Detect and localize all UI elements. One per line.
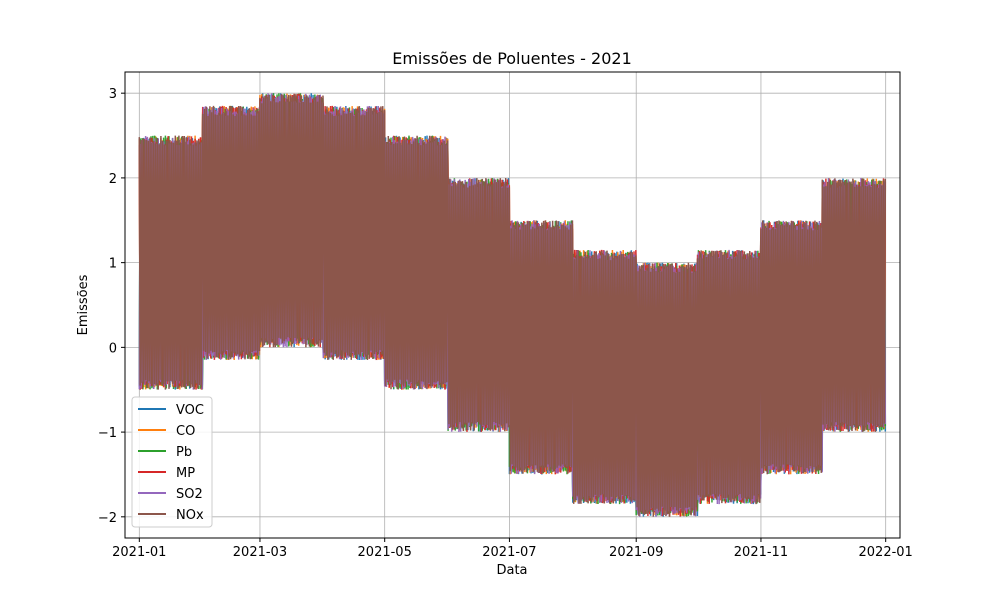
legend-label-co: CO xyxy=(176,424,195,439)
legend-label-mp: MP xyxy=(176,466,195,481)
y-tick-label: −2 xyxy=(98,511,117,526)
series-layer xyxy=(138,93,887,517)
legend-label-voc: VOC xyxy=(176,403,204,418)
x-tick-label: 2021-01 xyxy=(112,545,166,560)
chart-title: Emissões de Poluentes - 2021 xyxy=(392,49,632,68)
legend: VOC CO Pb MP SO2 NOx xyxy=(131,396,213,528)
x-tick-label: 2021-07 xyxy=(482,545,536,560)
x-tick-label: 2021-11 xyxy=(734,545,788,560)
plot-area-frame xyxy=(124,71,901,539)
y-axis-title: Emissões xyxy=(76,274,91,335)
y-axis: −2 −1 0 1 2 3 xyxy=(98,87,125,526)
x-tick-label: 2022-01 xyxy=(859,545,913,560)
y-tick-label: 1 xyxy=(109,257,117,272)
y-tick-label: 2 xyxy=(109,172,117,187)
x-tick-label: 2021-05 xyxy=(358,545,412,560)
y-tick-label: 3 xyxy=(109,87,117,102)
series-line-nox xyxy=(138,93,887,517)
x-tick-label: 2021-09 xyxy=(609,545,663,560)
x-axis: 2021-01 2021-03 2021-05 2021-07 2021-09 2021-… xyxy=(112,538,913,560)
x-tick-label: 2021-03 xyxy=(233,545,287,560)
y-tick-label: −1 xyxy=(98,426,117,441)
x-axis-title: Data xyxy=(496,563,527,578)
legend-label-nox: NOx xyxy=(176,508,204,523)
y-tick-label: 0 xyxy=(109,341,117,356)
legend-label-so2: SO2 xyxy=(176,487,203,502)
legend-label-pb: Pb xyxy=(176,445,192,460)
